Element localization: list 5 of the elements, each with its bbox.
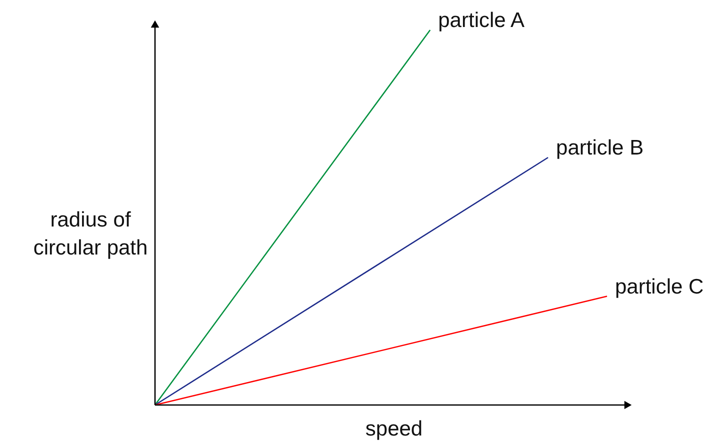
series-label: particle A — [438, 9, 525, 32]
y-axis-title: radius of circular path — [33, 208, 148, 260]
x-axis-title: speed — [365, 418, 423, 440]
series-label: particle C — [615, 275, 704, 298]
series-label: particle B — [556, 136, 644, 160]
